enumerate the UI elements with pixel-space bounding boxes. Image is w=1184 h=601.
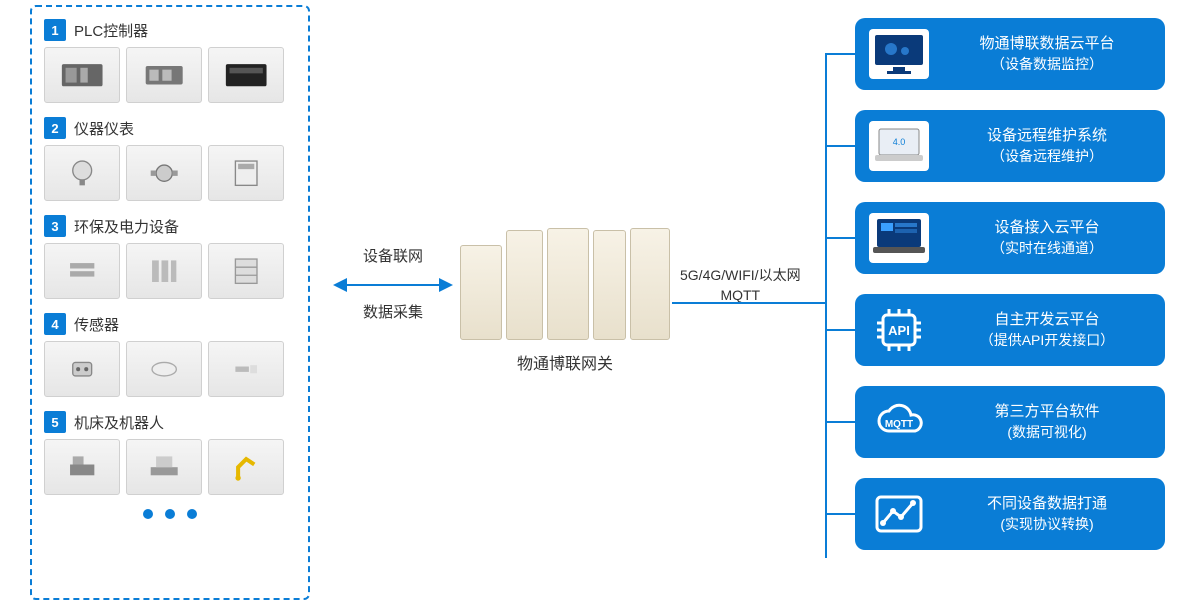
- platform-sub: （提供API开发接口）: [943, 331, 1151, 350]
- gateway-device: [593, 230, 627, 340]
- category-number-badge: 4: [44, 313, 66, 335]
- platform-title: 设备接入云平台: [943, 218, 1151, 238]
- category-instruments: 2 仪器仪表: [44, 117, 296, 201]
- mid-bottom-label: 数据采集: [318, 301, 468, 325]
- chart-line-icon: [869, 489, 929, 539]
- device-thumb: [208, 243, 284, 299]
- device-thumb: [44, 243, 120, 299]
- device-thumb: [126, 341, 202, 397]
- platform-box-cloud-monitor: 物通博联数据云平台 （设备数据监控）: [855, 18, 1165, 90]
- device-thumb: [208, 47, 284, 103]
- platform-title: 物通博联数据云平台: [943, 34, 1151, 54]
- platform-title: 不同设备数据打通: [943, 494, 1151, 514]
- platform-box-api: API 自主开发云平台 （提供API开发接口）: [855, 294, 1165, 366]
- gateway-devices-row: [460, 220, 670, 340]
- category-title: 仪器仪表: [74, 118, 134, 139]
- device-thumb: [44, 439, 120, 495]
- platform-sub: (数据可视化): [943, 423, 1151, 442]
- platform-title: 第三方平台软件: [943, 402, 1151, 422]
- device-thumb: [44, 341, 120, 397]
- category-number-badge: 5: [44, 411, 66, 433]
- gateway-device: [460, 245, 502, 340]
- category-number-badge: 3: [44, 215, 66, 237]
- category-sensors: 4 传感器: [44, 313, 296, 397]
- platform-box-protocol: 不同设备数据打通 (实现协议转换): [855, 478, 1165, 550]
- category-number-badge: 2: [44, 117, 66, 139]
- mid-top-label: 设备联网: [318, 245, 468, 269]
- category-title: 传感器: [74, 314, 119, 335]
- gateway-device: [630, 228, 670, 340]
- platform-sub: （设备数据监控）: [943, 55, 1151, 74]
- svg-text:MQTT: MQTT: [885, 419, 913, 430]
- connectivity-line1: 5G/4G/WIFI/以太网: [680, 266, 801, 286]
- device-thumb: [208, 439, 284, 495]
- platform-title: 设备远程维护系统: [943, 126, 1151, 146]
- platform-box-access-cloud: 设备接入云平台 （实时在线通道）: [855, 202, 1165, 274]
- category-number-badge: 1: [44, 19, 66, 41]
- device-categories-panel: 1 PLC控制器 2 仪器仪表 3 环保及电力设备: [30, 5, 310, 600]
- monitor-icon: [869, 29, 929, 79]
- category-title: PLC控制器: [74, 20, 148, 41]
- connectivity-labels: 5G/4G/WIFI/以太网 MQTT: [680, 266, 801, 305]
- laptop-dashboard-icon: [869, 213, 929, 263]
- device-thumb: [126, 47, 202, 103]
- platform-box-remote-maint: 4.0 设备远程维护系统 （设备远程维护）: [855, 110, 1165, 182]
- connector-branch: [825, 145, 855, 147]
- device-thumb: [44, 47, 120, 103]
- connector-branch: [825, 421, 855, 423]
- device-thumb: [126, 439, 202, 495]
- platform-sub: （设备远程维护）: [943, 147, 1151, 166]
- platform-sub: (实现协议转换): [943, 515, 1151, 534]
- gateway-device: [547, 228, 589, 340]
- category-machines-robots: 5 机床及机器人: [44, 411, 296, 495]
- svg-text:4.0: 4.0: [893, 137, 906, 147]
- connector-vline: [825, 53, 827, 558]
- platform-box-mqtt: MQTT 第三方平台软件 (数据可视化): [855, 386, 1165, 458]
- api-chip-icon: API: [869, 305, 929, 355]
- connector-branch: [825, 513, 855, 515]
- middle-arrow-block: 设备联网 数据采集: [318, 245, 468, 325]
- right-platform-column: 物通博联数据云平台 （设备数据监控） 4.0 设备远程维护系统 （设备远程维护）…: [855, 18, 1165, 550]
- gateway-label: 物通博联网关: [460, 350, 670, 374]
- category-enviro-power: 3 环保及电力设备: [44, 215, 296, 299]
- laptop-icon: 4.0: [869, 121, 929, 171]
- pager-dot[interactable]: [165, 509, 175, 519]
- gateway-block: 物通博联网关: [460, 220, 670, 374]
- connector-hline: [672, 302, 827, 304]
- platform-sub: （实时在线通道）: [943, 239, 1151, 258]
- device-thumb: [208, 145, 284, 201]
- device-thumb: [44, 145, 120, 201]
- device-thumb: [126, 145, 202, 201]
- category-plc: 1 PLC控制器: [44, 19, 296, 103]
- device-thumb: [126, 243, 202, 299]
- svg-text:API: API: [888, 323, 910, 338]
- connector-branch: [825, 329, 855, 331]
- device-thumb: [208, 341, 284, 397]
- connector-branch: [825, 53, 855, 55]
- pager-dot[interactable]: [143, 509, 153, 519]
- pager-dots: [44, 509, 296, 519]
- mqtt-cloud-icon: MQTT: [869, 397, 929, 447]
- gateway-device: [506, 230, 544, 340]
- connector-branch: [825, 237, 855, 239]
- platform-title: 自主开发云平台: [943, 310, 1151, 330]
- category-title: 环保及电力设备: [74, 216, 179, 237]
- pager-dot[interactable]: [187, 509, 197, 519]
- double-arrow-icon: [318, 273, 468, 297]
- category-title: 机床及机器人: [74, 412, 164, 433]
